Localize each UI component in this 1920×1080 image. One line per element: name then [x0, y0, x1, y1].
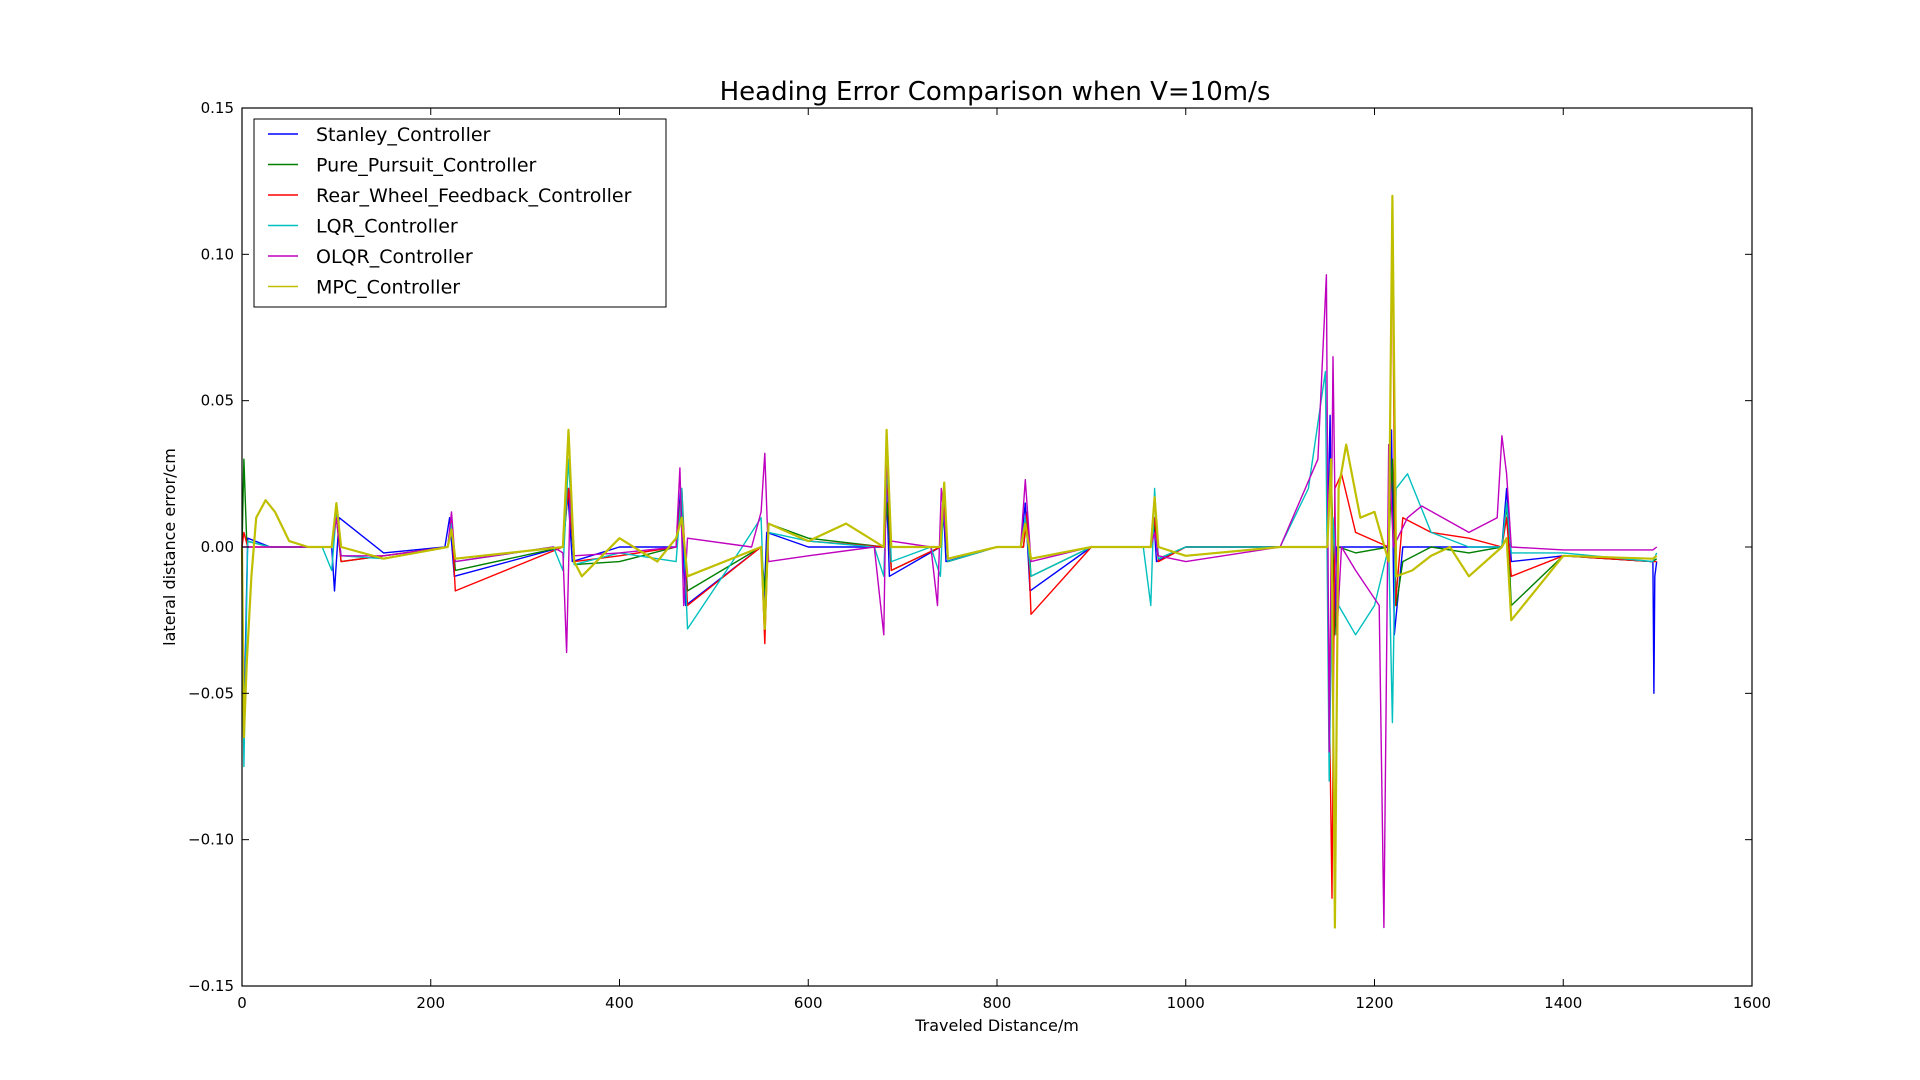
x-tick-label: 1200 [1355, 994, 1393, 1012]
legend-label: MPC_Controller [316, 277, 460, 299]
legend-label: LQR_Controller [316, 216, 458, 238]
x-tick-label: 1400 [1544, 994, 1582, 1012]
y-tick-label: −0.15 [188, 977, 234, 995]
y-tick-label: 0.15 [201, 99, 234, 117]
x-tick-label: 200 [416, 994, 445, 1012]
x-tick-label: 1000 [1167, 994, 1205, 1012]
legend-label: OLQR_Controller [316, 246, 473, 268]
y-tick-label: 0.00 [201, 538, 234, 556]
x-axis-label: Traveled Distance/m [914, 1016, 1079, 1035]
y-tick-label: 0.10 [201, 245, 234, 263]
y-axis-ticks: −0.15 −0.10 −0.05 0.00 0.05 0.10 0.15 [188, 99, 1752, 995]
x-tick-label: 1600 [1733, 994, 1771, 1012]
series-line-5 [240, 194, 1658, 929]
legend-label: Rear_Wheel_Feedback_Controller [316, 185, 632, 207]
y-tick-label: 0.05 [201, 392, 234, 410]
x-axis-ticks: 0 200 400 600 800 1000 1200 1400 1600 [237, 108, 1771, 1012]
legend-box [253, 118, 667, 308]
legend-label: Pure_Pursuit_Controller [316, 155, 537, 177]
y-axis-label: lateral distance error/cm [160, 448, 179, 646]
x-tick-label: 800 [983, 994, 1012, 1012]
legend-label: Stanley_Controller [316, 124, 491, 146]
y-tick-label: −0.10 [188, 831, 234, 849]
x-tick-label: 400 [605, 994, 634, 1012]
legend: Stanley_Controller Pure_Pursuit_Controlle… [253, 118, 667, 308]
x-tick-label: 0 [237, 994, 247, 1012]
x-tick-label: 600 [794, 994, 823, 1012]
y-tick-label: −0.05 [188, 684, 234, 702]
chart-title: Heading Error Comparison when V=10m/s [720, 77, 1271, 107]
series-layer [240, 194, 1658, 929]
